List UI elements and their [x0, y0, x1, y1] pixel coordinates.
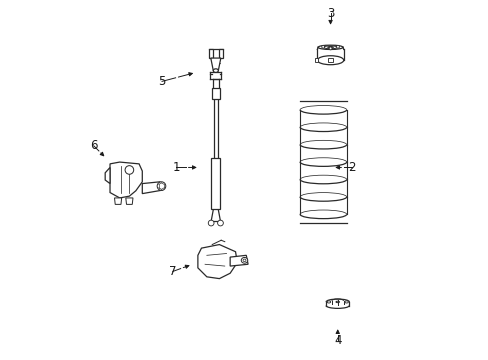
Ellipse shape — [243, 259, 245, 262]
Polygon shape — [125, 198, 133, 204]
Polygon shape — [105, 167, 110, 184]
Polygon shape — [110, 162, 142, 198]
Ellipse shape — [327, 46, 333, 48]
Circle shape — [208, 220, 214, 226]
Circle shape — [321, 45, 324, 48]
Bar — [211, 158, 220, 209]
Ellipse shape — [213, 69, 218, 72]
Ellipse shape — [317, 56, 343, 65]
Circle shape — [328, 47, 331, 50]
Ellipse shape — [326, 301, 330, 303]
Bar — [208, 49, 212, 58]
Circle shape — [336, 45, 339, 48]
Polygon shape — [210, 58, 221, 71]
Ellipse shape — [323, 46, 337, 49]
Ellipse shape — [335, 301, 339, 303]
Text: 2: 2 — [347, 161, 355, 174]
Text: 3: 3 — [326, 7, 334, 20]
Ellipse shape — [317, 45, 343, 49]
Polygon shape — [142, 182, 163, 194]
Polygon shape — [114, 198, 122, 204]
Polygon shape — [198, 244, 237, 279]
Bar — [314, 58, 318, 62]
Text: 4: 4 — [333, 334, 341, 347]
Circle shape — [157, 182, 165, 190]
Bar — [218, 49, 223, 58]
Bar — [211, 88, 219, 99]
Text: 6: 6 — [90, 139, 98, 152]
Text: 7: 7 — [169, 265, 176, 278]
Text: 5: 5 — [158, 75, 165, 88]
Bar — [328, 58, 332, 62]
Text: 1: 1 — [172, 161, 180, 174]
Ellipse shape — [344, 301, 347, 303]
Ellipse shape — [241, 257, 247, 263]
Polygon shape — [230, 255, 247, 266]
Circle shape — [125, 166, 133, 174]
Circle shape — [217, 220, 223, 226]
